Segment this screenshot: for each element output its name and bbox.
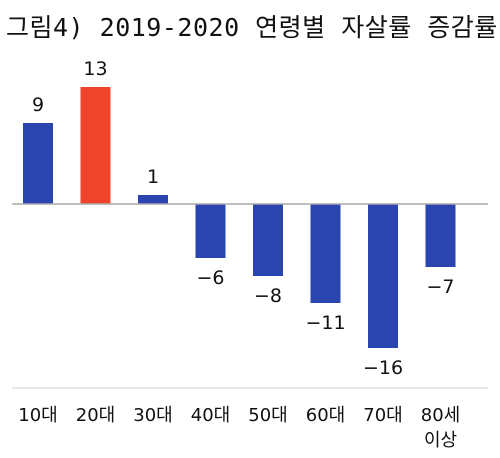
bar-6 xyxy=(310,204,341,303)
category-label-7: 70대 xyxy=(363,405,402,426)
chart-title: 그림4) 2019-2020 연령별 자살률 증감률 xyxy=(6,13,498,42)
data-label-2: 13 xyxy=(83,58,107,80)
data-label-1: 9 xyxy=(32,94,44,116)
category-label-1: 10대 xyxy=(18,405,57,426)
category-label-3: 30대 xyxy=(133,405,172,426)
bar-1 xyxy=(23,123,53,204)
value-labels-layer: 9 13 1 −6 −8 −11 −16 −7 xyxy=(32,58,455,379)
category-label-6: 60대 xyxy=(306,405,345,426)
category-label-8-line-1: 80세 xyxy=(421,405,460,426)
bar-3 xyxy=(138,195,168,204)
data-label-4: −6 xyxy=(196,267,224,289)
data-label-8: −7 xyxy=(426,276,454,298)
category-label-8-line-2: 이상 xyxy=(424,430,457,451)
data-label-6: −11 xyxy=(305,312,345,334)
category-label-4: 40대 xyxy=(191,405,230,426)
category-label-2: 20대 xyxy=(76,405,115,426)
data-label-5: −8 xyxy=(254,285,282,307)
data-label-3: 1 xyxy=(147,166,159,188)
bar-7 xyxy=(368,204,398,348)
bar-5 xyxy=(253,204,283,276)
bar-4 xyxy=(195,204,226,258)
category-label-5: 50대 xyxy=(248,405,287,426)
bars-layer xyxy=(23,87,456,348)
bar-8 xyxy=(425,204,456,267)
data-label-7: −16 xyxy=(363,357,403,379)
bar-2 xyxy=(80,87,111,204)
